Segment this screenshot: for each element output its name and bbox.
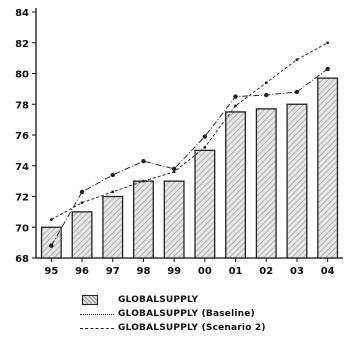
legend-item: GLOBALSUPPLY (Baseline) [80, 307, 340, 321]
scenario-2-point [49, 218, 53, 221]
bar-04 [317, 77, 339, 259]
baseline-point [49, 243, 54, 248]
y-tick-label: 68 [15, 254, 29, 265]
y-tick-label: 78 [15, 100, 29, 111]
legend-swatch [80, 323, 114, 333]
y-tick-label: 74 [15, 162, 29, 173]
legend-item: GLOBALSUPPLY [80, 293, 340, 307]
baseline-point [141, 158, 146, 164]
line-series [49, 41, 330, 248]
y-tick-label: 84 [15, 8, 29, 19]
legend-label: GLOBALSUPPLY [118, 295, 199, 305]
y-tick-label: 80 [15, 70, 29, 81]
line-swatch [80, 328, 114, 329]
scenario-2-point [326, 41, 330, 45]
scenario-2-point [80, 201, 84, 205]
scenario-2-point [111, 190, 115, 194]
bar-03 [286, 103, 308, 259]
chart-plot-area: 84 82 80 78 76 74 72 70 68 95 96 97 98 99 00 01 02 03 04 [15, 8, 343, 277]
x-tick-label: 98 [136, 266, 150, 277]
scenario-2-point [295, 58, 299, 62]
y-tick-label: 76 [15, 131, 29, 142]
legend-swatch [80, 295, 114, 305]
baseline-line [50, 68, 328, 246]
scenario-2-point [264, 81, 268, 85]
legend-swatch [80, 309, 114, 319]
bar-series [40, 77, 339, 259]
bar-02 [255, 108, 277, 259]
x-tick-label: 95 [44, 266, 58, 277]
bar-95 [40, 226, 62, 259]
scenario-2-point [172, 170, 176, 174]
baseline-point [294, 89, 300, 95]
bar-swatch [82, 295, 98, 305]
x-tick-label: 02 [259, 266, 273, 277]
x-tick-label: 00 [198, 266, 212, 277]
scenario-2-point [203, 145, 207, 149]
legend-label: GLOBALSUPPLY (Scenario 2) [118, 323, 266, 333]
baseline-point [264, 92, 269, 98]
bar-98 [132, 180, 154, 259]
baseline-point [79, 189, 85, 195]
x-tick-label: 01 [229, 266, 243, 277]
scenario-2-point [142, 179, 145, 183]
bar-96 [71, 211, 93, 259]
legend-item: GLOBALSUPPLY (Scenario 2) [80, 321, 340, 335]
x-tick-label: 04 [321, 266, 335, 277]
bar-99 [163, 180, 185, 259]
y-tick-label: 82 [15, 39, 29, 50]
y-tick-label: 70 [15, 223, 29, 234]
x-tick-label: 99 [167, 266, 181, 277]
tick-labels: 84 82 80 78 76 74 72 70 68 95 96 97 98 99 00 01 02 03 04 [15, 8, 335, 277]
baseline-point [110, 172, 115, 178]
legend: GLOBALSUPPLY GLOBALSUPPLY (Baseline) GLOBA… [80, 293, 340, 335]
baseline-point [325, 66, 330, 72]
x-tick-label: 96 [75, 266, 89, 277]
baseline-point [233, 94, 238, 99]
legend-label: GLOBALSUPPLY (Baseline) [118, 309, 255, 319]
baseline-point [202, 134, 208, 139]
line-swatch [80, 314, 114, 315]
bar-01 [225, 111, 247, 259]
baseline-point [171, 166, 177, 172]
x-tick-label: 97 [106, 266, 120, 277]
bar-97 [102, 195, 124, 259]
bar-00 [194, 149, 216, 259]
scenario-2-line [51, 42, 328, 221]
scenario-2-point [234, 104, 237, 108]
x-tick-label: 03 [290, 266, 304, 277]
y-tick-label: 72 [15, 193, 29, 204]
